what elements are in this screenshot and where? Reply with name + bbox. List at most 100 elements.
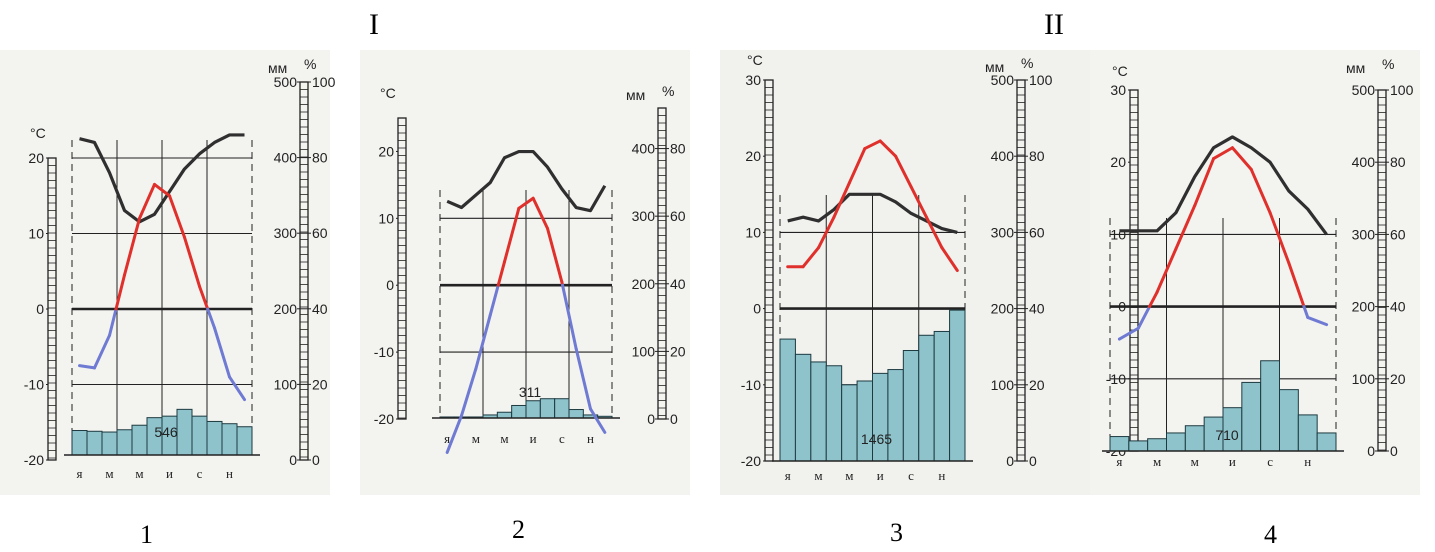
month-label: м	[814, 468, 822, 483]
precipitation-tick-label: 200	[632, 276, 656, 292]
temperature-tick-label: 10	[378, 210, 394, 226]
temperature-tick-label: 0	[386, 277, 394, 293]
humidity-line	[79, 133, 245, 224]
temperature-line-warm	[924, 215, 944, 250]
temperature-line-warm	[832, 181, 851, 219]
panel-number-1: 1	[140, 520, 153, 549]
panel-number-4: 4	[1264, 520, 1277, 549]
percent-tick-label: 80	[670, 141, 686, 157]
precipitation-tick-label: 100	[274, 376, 298, 392]
precipitation-tick-label: 500	[991, 72, 1015, 88]
month-label: и	[877, 468, 884, 483]
month-label: н	[938, 468, 945, 483]
temperature-line-cold	[1136, 305, 1152, 330]
precipitation-unit: мм	[1346, 60, 1365, 76]
month-label: м	[845, 468, 853, 483]
temperature-tick-label: 0	[753, 301, 761, 317]
precipitation-bar	[1241, 381, 1262, 452]
temperature-tick-label: -10	[24, 377, 44, 393]
temperature-line-warm	[138, 182, 156, 220]
temperature-line-warm	[123, 216, 141, 277]
total-precipitation-label: 311	[519, 384, 542, 400]
temperature-line-cold	[474, 313, 492, 371]
temperature-unit: °C	[30, 125, 46, 141]
precipitation-bar	[539, 398, 556, 419]
temperature-tick-label: 10	[745, 224, 761, 240]
temperature-line-warm	[114, 273, 126, 311]
climatogram-1: °C мм% 20 10 0 -10 -20 500 100 400 80 300 60 200 40 100…	[0, 0, 336, 500]
chart-svg: °Cмм%3020100-10-205001004008030060200401…	[1090, 50, 1420, 495]
temperature-line-cold	[1302, 305, 1310, 319]
month-label: м	[1191, 454, 1199, 469]
month-label: я	[77, 466, 83, 481]
temperature-tick-label: 20	[378, 143, 394, 159]
percent-tick-label: 0	[1390, 443, 1398, 459]
precipitation-tick-label: 400	[1352, 154, 1376, 170]
humidity-line	[1119, 135, 1328, 236]
precipitation-tick-label: 200	[991, 301, 1015, 317]
percent-tick-label: 100	[1390, 82, 1414, 98]
precipitation-tick-label: 500	[1352, 82, 1376, 98]
temperature-line-cold	[574, 347, 592, 411]
temperature-tick-label: 20	[745, 148, 761, 164]
percent-unit: %	[1021, 55, 1033, 71]
precipitation-tick-label: 300	[1352, 226, 1376, 242]
temperature-line-warm	[1230, 146, 1253, 171]
chart-background	[360, 50, 690, 495]
temperature-line-warm	[801, 246, 821, 269]
temperature-line-cold	[228, 375, 246, 402]
precipitation-tick-label: 200	[274, 301, 298, 317]
temperature-line-cold	[108, 307, 118, 337]
percent-tick-label: 40	[1029, 301, 1045, 317]
precipitation-bar	[794, 353, 812, 462]
precipitation-bar	[872, 372, 889, 462]
temperature-tick-label: 10	[28, 226, 44, 242]
percent-tick-label: 60	[312, 225, 328, 241]
temperature-line-warm	[940, 246, 959, 272]
temperature-tick-label: 20	[1110, 154, 1126, 170]
precipitation-bar	[101, 431, 118, 456]
month-label: и	[530, 431, 537, 446]
percent-unit: %	[1382, 56, 1394, 72]
precipitation-bar	[511, 404, 527, 419]
precipitation-bar	[918, 334, 935, 462]
precipitation-tick-label: 0	[647, 411, 655, 427]
precipitation-tick-label: 100	[1352, 371, 1376, 387]
precipitation-bar	[779, 338, 796, 462]
temperature-line-cold	[93, 333, 111, 370]
precipitation-tick-label: 500	[274, 74, 298, 90]
precipitation-bar	[856, 380, 873, 462]
climatogram-4: °Cмм%3020100-10-205001004008030060200401…	[1090, 0, 1420, 500]
total-precipitation-label: 546	[154, 424, 178, 440]
precipitation-bar	[810, 361, 827, 462]
percent-tick-label: 80	[312, 150, 328, 166]
temperature-line-cold	[445, 414, 463, 454]
precipitation-tick-label: 200	[1352, 299, 1376, 315]
temperature-line-warm	[894, 154, 913, 189]
precipitation-bar	[1316, 432, 1337, 452]
precipitation-tick-label: 300	[274, 225, 298, 241]
percent-tick-label: 100	[312, 74, 336, 90]
precipitation-bar	[176, 408, 193, 456]
precipitation-bar	[1109, 436, 1130, 452]
percent-tick-label: 80	[1029, 148, 1045, 164]
temperature-line-warm	[517, 196, 535, 210]
temperature-line-warm	[531, 196, 549, 230]
precipitation-bar	[933, 330, 951, 462]
temperature-line-warm	[198, 284, 210, 311]
temperature-tick-label: -20	[741, 453, 761, 469]
temperature-line-warm	[863, 139, 882, 151]
temperature-unit: °C	[1112, 63, 1128, 79]
temperature-line-cold	[78, 364, 96, 370]
temperature-line-warm	[1174, 204, 1197, 251]
month-label: с	[559, 431, 565, 446]
panel-number-3: 3	[890, 518, 903, 547]
precipitation-bar	[949, 309, 966, 462]
temperature-line-cold	[589, 407, 607, 434]
precipitation-tick-label: 300	[991, 224, 1015, 240]
temperature-line-warm	[817, 215, 836, 250]
temperature-tick-label: 0	[36, 301, 44, 317]
month-label: и	[1229, 454, 1236, 469]
temperature-line-cold	[561, 283, 578, 351]
